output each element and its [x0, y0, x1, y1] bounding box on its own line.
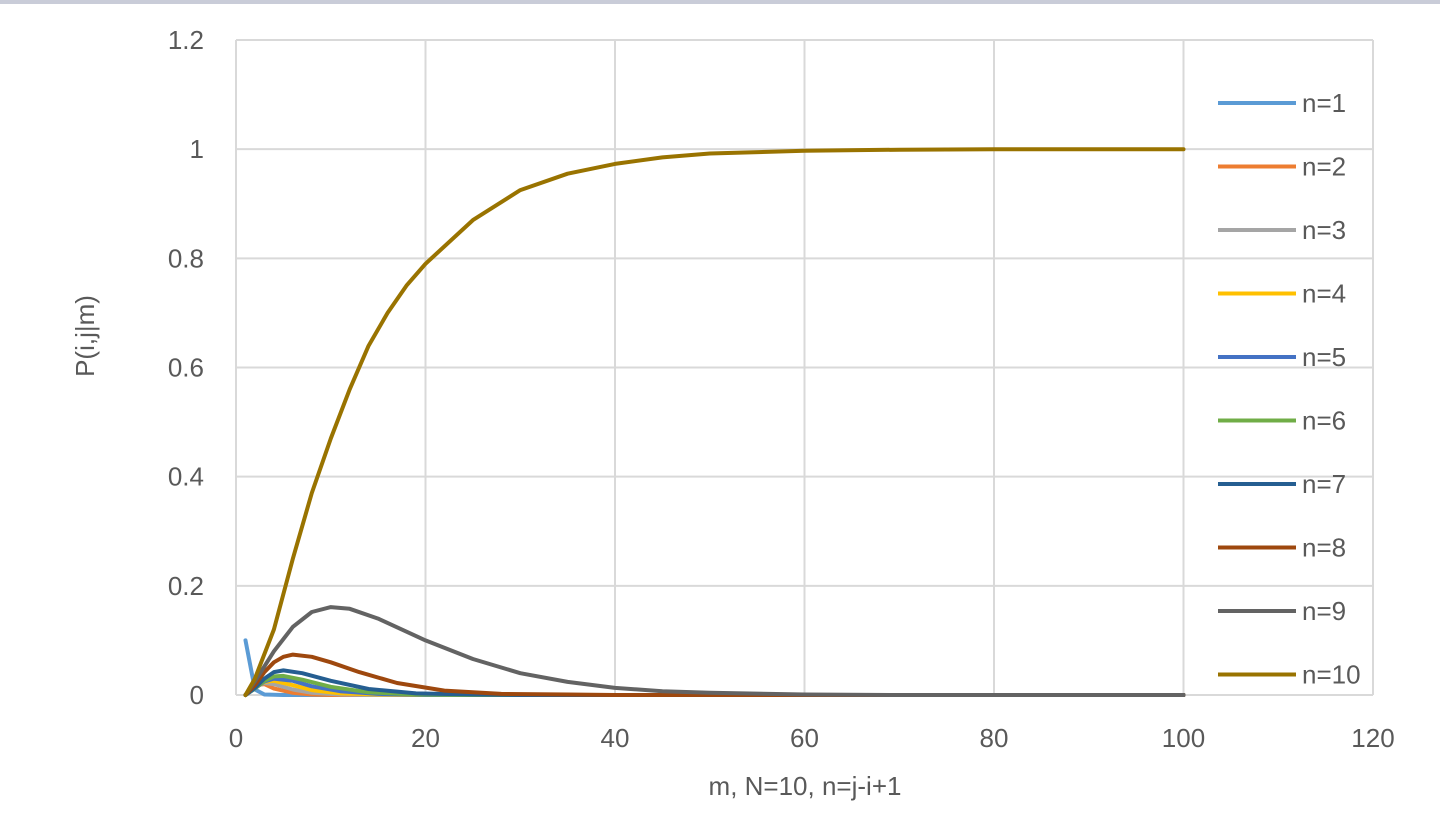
top-border: [0, 0, 1440, 4]
x-tick-label: 120: [1351, 723, 1394, 753]
legend-label: n=5: [1302, 342, 1346, 372]
y-axis-label: P(i,j|m): [70, 295, 100, 377]
legend-label: n=2: [1302, 152, 1346, 182]
legend-label: n=8: [1302, 533, 1346, 563]
x-axis-label: m, N=10, n=j-i+1: [709, 771, 902, 801]
y-tick-label: 0.6: [168, 353, 204, 383]
legend-label: n=10: [1302, 660, 1361, 690]
series-lines: [243, 147, 1186, 697]
series-line-n=8: [243, 652, 1186, 697]
legend-item: n=2: [1218, 152, 1346, 182]
axes: 0 0.2 0.4 0.6 0.8 1 1.2 0 20 40 60 80 100 120: [168, 25, 1395, 753]
legend-item: n=10: [1218, 660, 1361, 690]
legend-item: n=7: [1218, 469, 1346, 499]
legend-item: n=3: [1218, 215, 1346, 245]
x-tick-label: 80: [980, 723, 1009, 753]
series-line-n=9: [243, 605, 1186, 697]
legend-item: n=1: [1218, 88, 1346, 118]
x-tick-label: 20: [411, 723, 440, 753]
y-tick-label: 0: [190, 680, 204, 710]
legend-label: n=9: [1302, 596, 1346, 626]
legend: n=1 n=2 n=3 n=4 n=5 n=6 n=7 n=8 n=9 n=10: [1218, 88, 1361, 690]
legend-item: n=5: [1218, 342, 1346, 372]
y-tick-label: 1.2: [168, 25, 204, 55]
legend-label: n=7: [1302, 469, 1346, 499]
x-tick-label: 40: [601, 723, 630, 753]
legend-label: n=6: [1302, 406, 1346, 436]
y-tick-label: 0.2: [168, 571, 204, 601]
y-tick-label: 0.4: [168, 462, 204, 492]
legend-item: n=8: [1218, 533, 1346, 563]
legend-item: n=9: [1218, 596, 1346, 626]
series-line-n=10: [243, 147, 1186, 697]
y-tick-label: 1: [190, 134, 204, 164]
grid-lines: [235, 39, 1374, 696]
legend-label: n=1: [1302, 88, 1346, 118]
legend-item: n=6: [1218, 406, 1346, 436]
legend-item: n=4: [1218, 279, 1346, 309]
x-tick-label: 100: [1162, 723, 1205, 753]
series-line-n=1: [243, 638, 1186, 697]
x-tick-label: 60: [790, 723, 819, 753]
legend-label: n=3: [1302, 215, 1346, 245]
legend-label: n=4: [1302, 279, 1346, 309]
x-tick-label: 0: [229, 723, 243, 753]
y-tick-label: 0.8: [168, 243, 204, 273]
